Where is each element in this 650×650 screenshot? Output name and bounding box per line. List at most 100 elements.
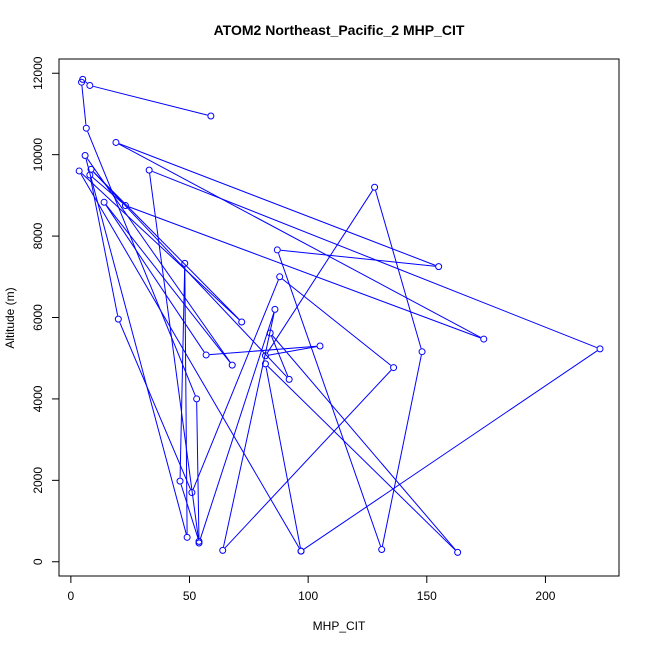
y-tick-label: 12000 [31, 56, 45, 90]
data-point [285, 375, 293, 383]
data-point [100, 198, 108, 206]
data-point [176, 477, 184, 485]
series-segment [271, 336, 289, 377]
series-segment [277, 253, 382, 547]
data-point [193, 395, 201, 403]
series-segment [184, 266, 188, 534]
series-segment [93, 171, 288, 378]
data-point [261, 360, 269, 368]
series-segment [81, 85, 87, 125]
data-point [276, 273, 284, 281]
data-point [75, 167, 83, 175]
data-point [114, 315, 122, 323]
x-tick-label: 50 [183, 589, 197, 603]
plot-frame [58, 58, 620, 577]
series-segment [180, 484, 199, 539]
series-segment [118, 143, 481, 338]
series-segment [224, 369, 392, 549]
series-segment [105, 204, 231, 363]
series-segment [80, 173, 300, 549]
data-point [112, 138, 120, 146]
data-point [195, 539, 203, 547]
data-point [78, 78, 86, 86]
data-point [207, 112, 215, 120]
series-segment [92, 176, 124, 204]
series-segment [90, 178, 119, 316]
data-point [188, 489, 196, 497]
data-point [145, 166, 153, 174]
series-segment [81, 172, 240, 320]
series-segment [222, 312, 275, 548]
series-segment [303, 350, 598, 550]
series-segment [266, 189, 374, 354]
series-segment [128, 206, 481, 339]
data-point [219, 546, 227, 554]
x-tick-label: 150 [417, 589, 437, 603]
data-point [228, 361, 236, 369]
chart-title: ATOM2 Northeast_Pacific_2 MHP_CIT [214, 22, 465, 38]
y-tick-label: 2000 [31, 467, 45, 494]
data-point [86, 81, 94, 89]
data-point [238, 318, 246, 326]
series-segment [85, 81, 88, 84]
series-segment [179, 266, 186, 478]
data-point [81, 151, 89, 159]
data-point [316, 342, 324, 350]
series-segment [196, 402, 200, 538]
series-segment [280, 249, 436, 267]
x-tick-label: 100 [298, 589, 318, 603]
data-point [266, 329, 274, 337]
data-point [121, 202, 129, 210]
y-tick-label: 0 [31, 558, 45, 565]
y-tick-label: 10000 [31, 138, 45, 172]
data-point [183, 533, 191, 541]
series-segment [149, 173, 200, 540]
series-segment [152, 170, 597, 349]
data-point [271, 305, 279, 313]
data-point [454, 548, 462, 556]
series-segment [85, 158, 187, 535]
series-lines [80, 81, 598, 551]
series-segment [93, 85, 208, 116]
series-segment [381, 355, 422, 547]
series-segment [93, 171, 240, 320]
series-segment [105, 204, 205, 353]
y-axis: 0 2000 4000 6000 8000 10000 12000 [31, 56, 60, 565]
series-segment [119, 143, 436, 266]
data-point [378, 546, 386, 554]
x-tick-label: 0 [68, 589, 75, 603]
series-segment [86, 158, 231, 363]
series-segment [87, 131, 196, 396]
series-segment [199, 312, 275, 540]
y-axis-label: Altitude (m) [3, 287, 17, 348]
data-point [202, 351, 210, 359]
x-tick-label: 200 [535, 589, 555, 603]
y-tick-label: 6000 [31, 304, 45, 331]
x-axis: 0 50 100 150 200 [68, 575, 556, 603]
series-segment [375, 190, 422, 349]
data-point [87, 165, 95, 173]
data-point [418, 348, 426, 356]
series-segment [272, 335, 456, 551]
series-segment [268, 346, 317, 356]
y-tick-label: 8000 [31, 222, 45, 249]
series-segment [119, 322, 191, 490]
data-point [480, 335, 488, 343]
data-point [273, 246, 281, 254]
data-point [297, 547, 305, 555]
series-points [75, 75, 604, 556]
series-segment [267, 366, 456, 551]
data-point [261, 352, 269, 360]
x-axis-label: MHP_CIT [313, 619, 366, 633]
series-segment [265, 367, 301, 548]
y-tick-label: 4000 [31, 385, 45, 412]
data-point [82, 124, 90, 132]
series-segment [282, 278, 392, 366]
data-point [435, 263, 443, 271]
series-segment [209, 345, 317, 356]
data-point [596, 345, 604, 353]
data-point [371, 183, 379, 191]
series-segment [192, 279, 279, 490]
data-point [390, 364, 398, 372]
